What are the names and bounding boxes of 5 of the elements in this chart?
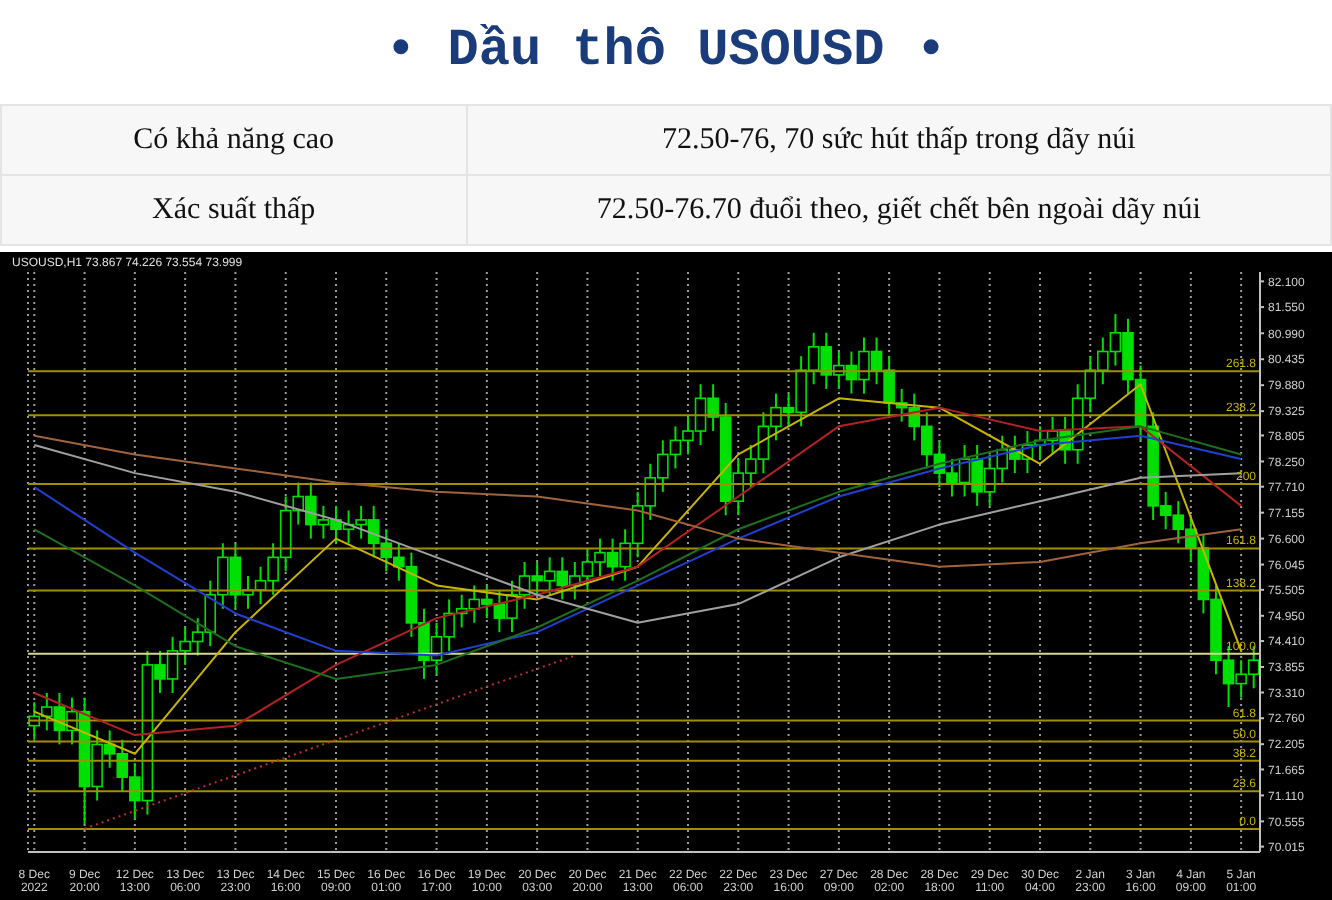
chart-title: • Dầu thô USOUSD • <box>383 18 949 84</box>
text: 72.50-76.70 đuổi theo, giết chết bên ngoài dãy núi <box>466 175 1331 245</box>
text: Có khả năng cao <box>1 105 467 175</box>
text: Xác suất thấp <box>1 175 467 245</box>
text: 72.50-76, 70 sức hút thấp trong dãy núi <box>466 105 1331 175</box>
